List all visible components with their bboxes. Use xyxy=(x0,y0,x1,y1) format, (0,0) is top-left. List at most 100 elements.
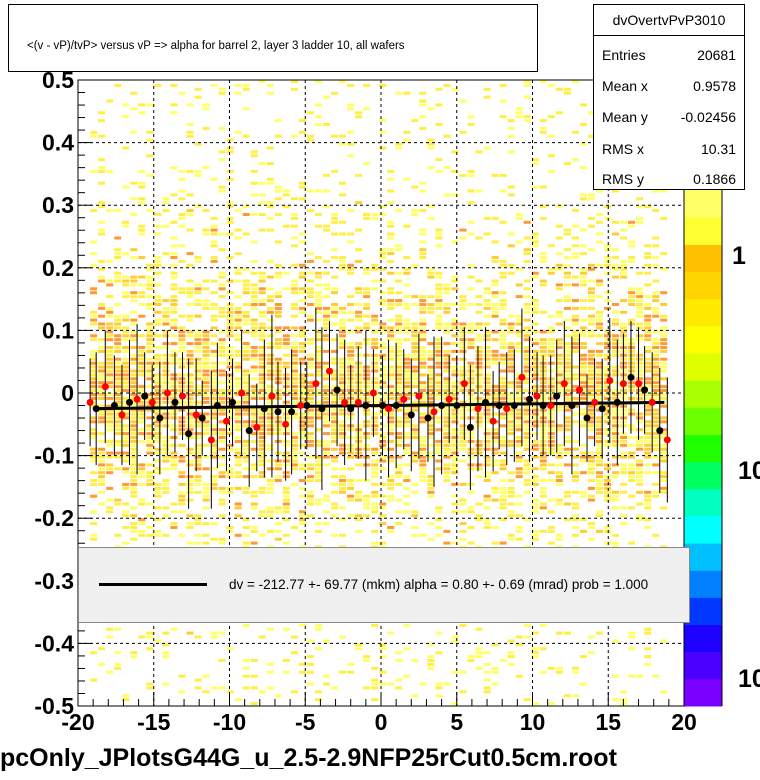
heatmap-cell xyxy=(274,346,282,349)
heatmap-cell xyxy=(427,369,435,373)
heatmap-cell xyxy=(660,432,668,436)
heatmap-cell xyxy=(339,142,346,146)
heatmap-cell xyxy=(443,428,451,432)
heatmap-cell xyxy=(451,451,459,455)
heatmap-cell xyxy=(612,303,619,306)
heatmap-cell xyxy=(363,506,371,510)
heatmap-cell xyxy=(443,393,451,396)
heatmap-cell xyxy=(306,490,314,494)
heatmap-cell xyxy=(170,381,178,385)
heatmap-cell xyxy=(162,400,170,404)
heatmap-cell xyxy=(507,514,515,518)
heatmap-cell xyxy=(451,416,459,420)
heatmap-cell xyxy=(122,275,130,279)
heatmap-cell xyxy=(636,322,644,326)
heatmap-cell xyxy=(122,365,130,369)
heatmap-cell xyxy=(563,365,571,369)
heatmap-cell xyxy=(122,283,130,287)
heatmap-cell xyxy=(218,287,226,291)
heatmap-cell xyxy=(499,451,507,455)
heatmap-cell xyxy=(90,361,98,365)
heatmap-cell xyxy=(331,248,338,252)
heatmap-cell xyxy=(90,377,98,381)
heatmap-cell xyxy=(306,475,314,479)
heatmap-cell xyxy=(507,494,515,498)
heatmap-cell xyxy=(154,396,162,400)
heatmap-cell xyxy=(122,486,130,490)
heatmap-cell xyxy=(355,115,363,119)
heatmap-cell xyxy=(162,306,170,310)
heatmap-cell xyxy=(427,482,435,486)
heatmap-cell xyxy=(523,408,531,412)
heatmap-cell xyxy=(427,267,435,271)
heatmap-cell xyxy=(298,240,306,244)
heatmap-cell xyxy=(515,400,523,404)
heatmap-cell xyxy=(579,655,587,659)
heatmap-cell xyxy=(339,263,346,267)
heatmap-cell xyxy=(459,228,467,232)
heatmap-cell xyxy=(531,506,539,510)
heatmap-cell xyxy=(499,393,507,396)
heatmap-cell xyxy=(90,365,98,369)
heatmap-cell xyxy=(555,447,563,451)
heatmap-cell xyxy=(146,130,154,134)
heatmap-cell xyxy=(306,502,314,506)
heatmap-cell xyxy=(146,479,154,482)
heatmap-cell xyxy=(186,416,194,420)
heatmap-cell xyxy=(644,498,652,502)
heatmap-cell xyxy=(266,416,274,420)
heatmap-cell xyxy=(475,279,483,283)
heatmap-cell xyxy=(250,295,258,299)
heatmap-cell xyxy=(331,439,338,443)
heatmap-cell xyxy=(138,303,146,306)
heatmap-cell xyxy=(579,494,587,498)
heatmap-cell xyxy=(467,263,475,267)
heatmap-cell xyxy=(355,342,363,346)
heatmap-cell xyxy=(218,514,226,518)
heatmap-cell xyxy=(636,439,644,443)
heatmap-cell xyxy=(266,479,274,482)
heatmap-cell xyxy=(451,436,459,439)
heatmap-cell xyxy=(114,346,122,349)
heatmap-cell xyxy=(146,482,154,486)
heatmap-cell xyxy=(620,236,628,240)
heatmap-cell xyxy=(98,432,106,436)
heatmap-cell xyxy=(347,482,355,486)
heatmap-cell xyxy=(106,338,114,342)
heatmap-cell xyxy=(363,502,371,506)
palette-swatch xyxy=(684,380,722,408)
heatmap-cell xyxy=(210,408,218,412)
heatmap-cell xyxy=(652,295,660,299)
heatmap-cell xyxy=(459,482,467,486)
heatmap-cell xyxy=(170,271,178,275)
heatmap-cell xyxy=(644,455,652,459)
heatmap-cell xyxy=(547,271,555,275)
heatmap-cell xyxy=(587,459,595,463)
heatmap-cell xyxy=(90,420,98,424)
heatmap-cell xyxy=(419,310,427,314)
heatmap-cell xyxy=(499,502,507,506)
heatmap-cell xyxy=(403,377,411,381)
heatmap-cell xyxy=(226,322,234,326)
heatmap-cell xyxy=(499,479,507,482)
heatmap-cell xyxy=(587,412,595,416)
heatmap-cell xyxy=(186,228,194,232)
heatmap-cell xyxy=(138,232,146,236)
heatmap-cell xyxy=(339,506,346,510)
heatmap-cell xyxy=(210,334,218,338)
heatmap-cell xyxy=(298,385,306,389)
heatmap-cell xyxy=(146,682,154,686)
heatmap-cell xyxy=(612,248,619,252)
heatmap-cell xyxy=(314,330,322,334)
heatmap-cell xyxy=(467,361,475,365)
heatmap-cell xyxy=(266,216,274,220)
heatmap-cell xyxy=(339,357,346,361)
heatmap-cell xyxy=(122,185,130,189)
heatmap-cell xyxy=(210,349,218,353)
heatmap-cell xyxy=(347,346,355,349)
heatmap-cell xyxy=(644,385,652,389)
heatmap-cell xyxy=(266,529,274,533)
heatmap-cell xyxy=(395,377,403,381)
heatmap-cell xyxy=(451,393,459,396)
heatmap-cell xyxy=(387,220,395,224)
